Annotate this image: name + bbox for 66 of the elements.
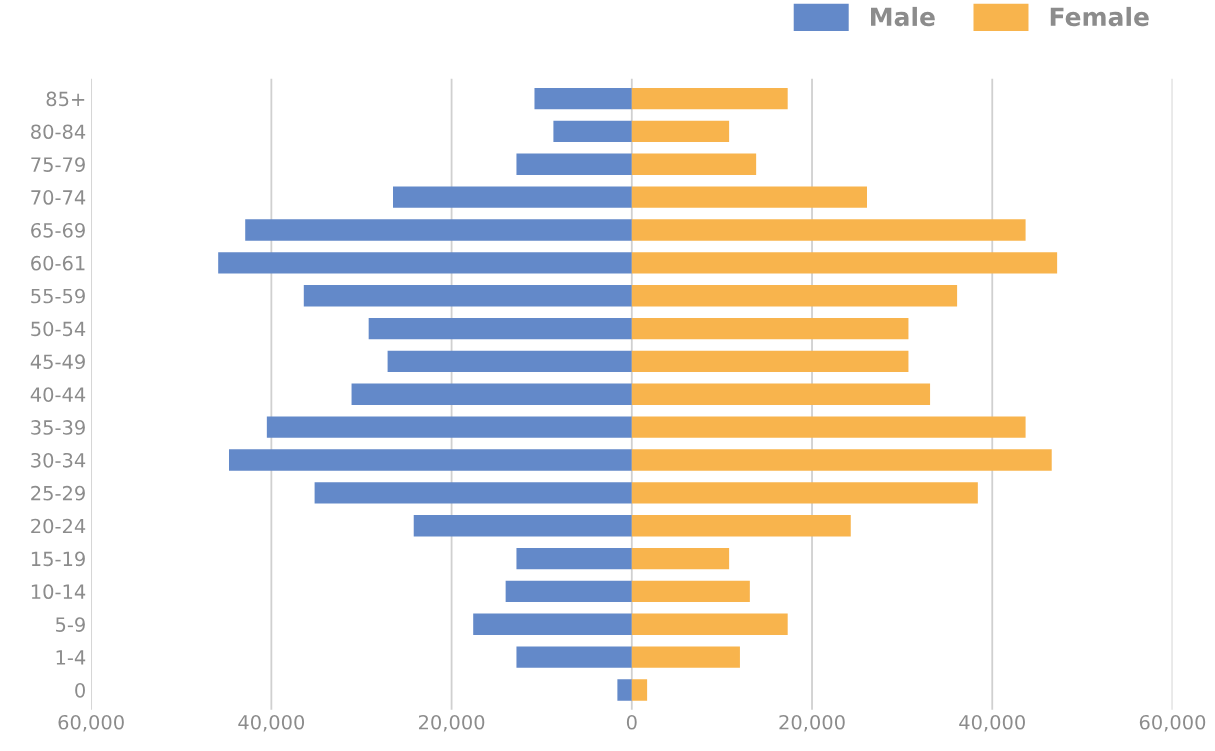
bar	[631, 285, 958, 307]
bar	[553, 120, 632, 143]
bar	[631, 120, 730, 143]
bar	[387, 350, 632, 373]
bar	[631, 547, 730, 570]
x-tick-label: 60,000	[58, 714, 124, 732]
bar	[631, 350, 909, 373]
y-tick-label: 50-54	[31, 321, 86, 337]
x-tick-label: 40,000	[959, 714, 1025, 732]
y-tick-label: 15-19	[31, 551, 85, 567]
bar	[631, 252, 1058, 274]
bar	[631, 383, 931, 405]
bar	[631, 87, 788, 110]
y-tick-label: 85+	[46, 91, 85, 107]
legend-label: Female	[1050, 6, 1149, 27]
bar	[631, 482, 978, 504]
y-tick-label: 75-79	[31, 157, 85, 172]
bar	[266, 416, 632, 438]
bar	[245, 219, 632, 241]
bar	[473, 613, 632, 635]
bar	[516, 547, 632, 570]
y-tick-label: 25-29	[31, 485, 85, 501]
bar	[617, 679, 632, 701]
y-tick-label: 10-14	[31, 584, 86, 600]
y-tick-label: 65-69	[31, 222, 85, 238]
bar	[516, 646, 632, 668]
y-tick-label: 60-61	[31, 255, 85, 271]
x-tick-label: 20,000	[779, 714, 845, 732]
bar	[229, 449, 632, 471]
bar	[314, 482, 632, 504]
x-tick-label: 60,000	[1139, 714, 1206, 732]
bar	[631, 449, 1052, 471]
y-tick-label: 70-74	[31, 190, 86, 205]
y-tick-label: 40-44	[30, 387, 86, 402]
bar	[631, 679, 648, 701]
legend-label: Male	[871, 6, 935, 27]
y-tick-label: 30-34	[31, 452, 86, 468]
y-tick-label: 0	[75, 682, 85, 698]
bar	[631, 416, 1026, 438]
y-tick-label: 55-59	[31, 288, 85, 304]
y-tick-label: 35-39	[31, 420, 85, 435]
bar	[368, 317, 632, 340]
bar	[631, 317, 909, 340]
bar	[631, 646, 740, 668]
bar	[631, 613, 788, 635]
bar	[631, 153, 757, 175]
y-tick-label: 20-24	[31, 518, 86, 534]
bar	[534, 87, 632, 110]
bar	[631, 219, 1026, 241]
y-tick-label: 80-84	[31, 124, 86, 140]
bar	[218, 252, 632, 274]
bar	[351, 383, 632, 405]
y-tick-label: 45-49	[30, 354, 85, 370]
bar	[505, 580, 632, 603]
bar	[303, 285, 632, 307]
x-tick-label: 0	[626, 714, 637, 730]
bar	[631, 515, 851, 537]
bar	[631, 186, 867, 208]
bar	[516, 153, 632, 175]
y-tick-label: 5-9	[56, 617, 85, 632]
bar	[631, 580, 750, 603]
x-tick-label: 40,000	[238, 714, 305, 732]
bar	[413, 515, 632, 537]
bar	[393, 186, 632, 208]
x-tick-label: 20,000	[418, 714, 485, 732]
y-tick-label: 1-4	[56, 650, 86, 665]
